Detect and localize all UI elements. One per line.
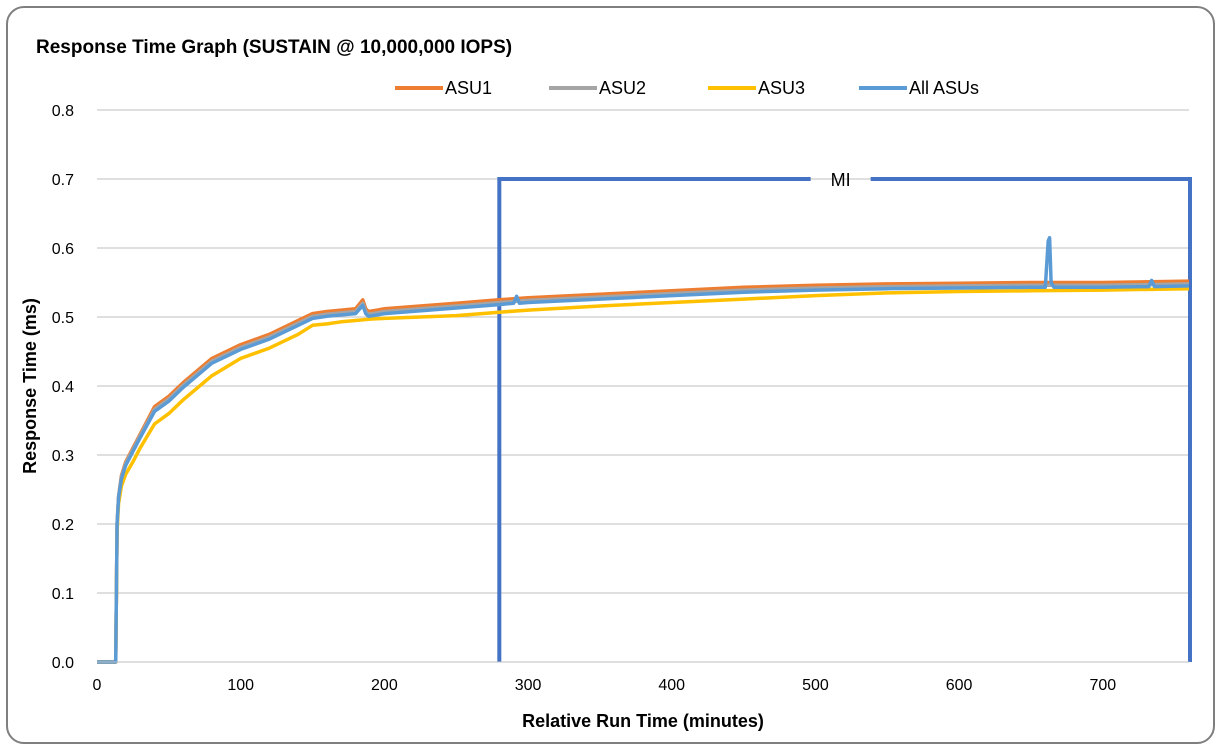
x-tick-label: 400	[658, 677, 685, 694]
y-tick-label: 0.8	[52, 103, 74, 120]
mi-bracket-left	[497, 177, 811, 662]
x-tick-label: 200	[371, 677, 398, 694]
y-tick-label: 0.4	[52, 379, 74, 396]
x-tick-label: 700	[1089, 677, 1116, 694]
x-tick-label: 0	[93, 677, 102, 694]
y-tick-label: 0.7	[52, 172, 74, 189]
legend-label: ASU1	[445, 78, 492, 98]
x-tick-label: 500	[802, 677, 829, 694]
legend: ASU1 ASU2 ASU3 All ASUs	[395, 78, 979, 98]
x-axis-label: Relative Run Time (minutes)	[522, 711, 764, 731]
chart-title: Response Time Graph (SUSTAIN @ 10,000,00…	[36, 37, 512, 58]
legend-label: ASU2	[599, 78, 646, 98]
y-axis-label: Response Time (ms)	[20, 298, 40, 474]
series-line-asu3	[97, 286, 1190, 664]
mi-label: MI	[831, 170, 851, 190]
mi-annotation: MI	[497, 170, 1192, 662]
x-tick-label: 600	[946, 677, 973, 694]
y-tick-label: 0.5	[52, 310, 74, 327]
x-tick-label: 100	[227, 677, 254, 694]
chart-frame	[6, 6, 1215, 744]
series-lines	[97, 235, 1190, 664]
y-tick-label: 0.2	[52, 517, 74, 534]
y-tick-label: 0.6	[52, 241, 74, 258]
legend-label: All ASUs	[909, 78, 979, 98]
series-line-all-asus	[97, 235, 1190, 664]
legend-label: ASU3	[758, 78, 805, 98]
y-tick-label: 0.1	[52, 586, 74, 603]
axes: 0.0 0.1 0.2 0.3 0.4 0.5 0.6 0.7 0.8 0 100 200 300 400…	[52, 103, 1189, 694]
y-tick-label: 0.3	[52, 448, 74, 465]
x-tick-label: 300	[515, 677, 542, 694]
series-line-asu1	[97, 279, 1190, 664]
y-tick-label: 0.0	[52, 655, 74, 672]
mi-bracket-right	[870, 177, 1192, 662]
